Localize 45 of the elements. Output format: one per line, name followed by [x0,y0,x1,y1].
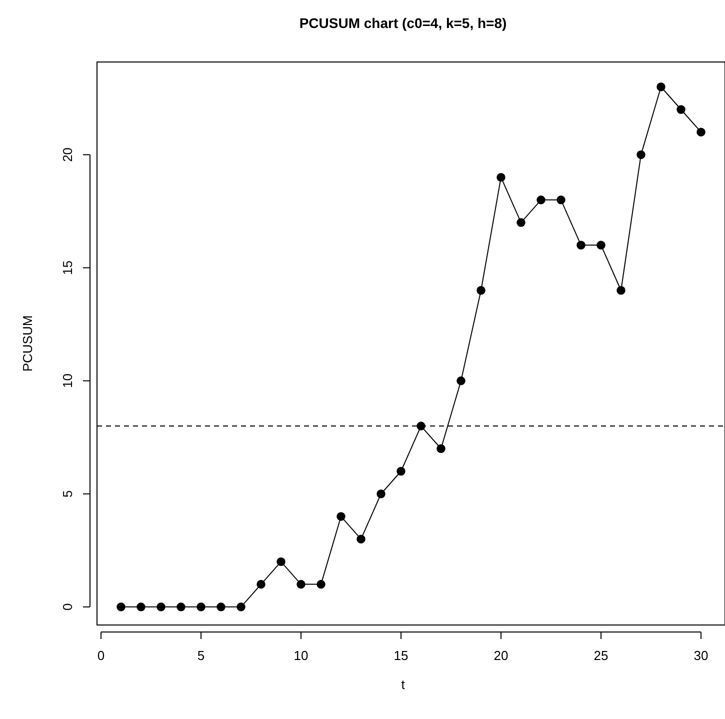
x-tick-label: 25 [594,648,608,664]
point [396,466,406,476]
x-tick-label: 15 [394,648,408,664]
point [336,512,346,521]
point [656,82,666,92]
y-tick-label: 0 [60,603,75,611]
point [356,534,366,544]
x-tick-label: 10 [294,648,308,664]
point [416,422,426,430]
point [476,286,486,295]
point [156,602,166,612]
point [456,376,466,386]
point [536,196,546,204]
point [276,557,286,566]
x-tick-label: 5 [197,648,205,664]
point [496,172,506,182]
y-tick-label: 15 [60,260,75,275]
point [596,240,606,250]
point [516,218,526,227]
point [436,444,446,453]
y-tick-label: 10 [60,374,75,388]
point [216,602,226,612]
point [696,128,706,136]
point [636,150,646,160]
point [676,105,686,114]
x-axis-title: t [401,677,406,692]
point [576,240,586,250]
y-axis-title: PCUSUM [20,315,35,372]
chart-title: PCUSUM chart (c0=4, k=5, h=8) [299,15,507,31]
point [136,602,146,612]
point [116,602,126,612]
point [316,580,326,589]
point [236,602,246,612]
x-tick-label: 20 [494,648,508,664]
point [256,580,266,589]
x-tick-label: 30 [694,648,708,664]
point [296,580,306,589]
point [196,602,206,612]
point [376,490,386,498]
x-tick-label: 0 [97,648,105,664]
point [556,196,566,204]
point [176,602,186,612]
point [616,286,626,295]
y-tick-label: 20 [60,147,75,162]
y-tick-label: 5 [60,490,75,498]
